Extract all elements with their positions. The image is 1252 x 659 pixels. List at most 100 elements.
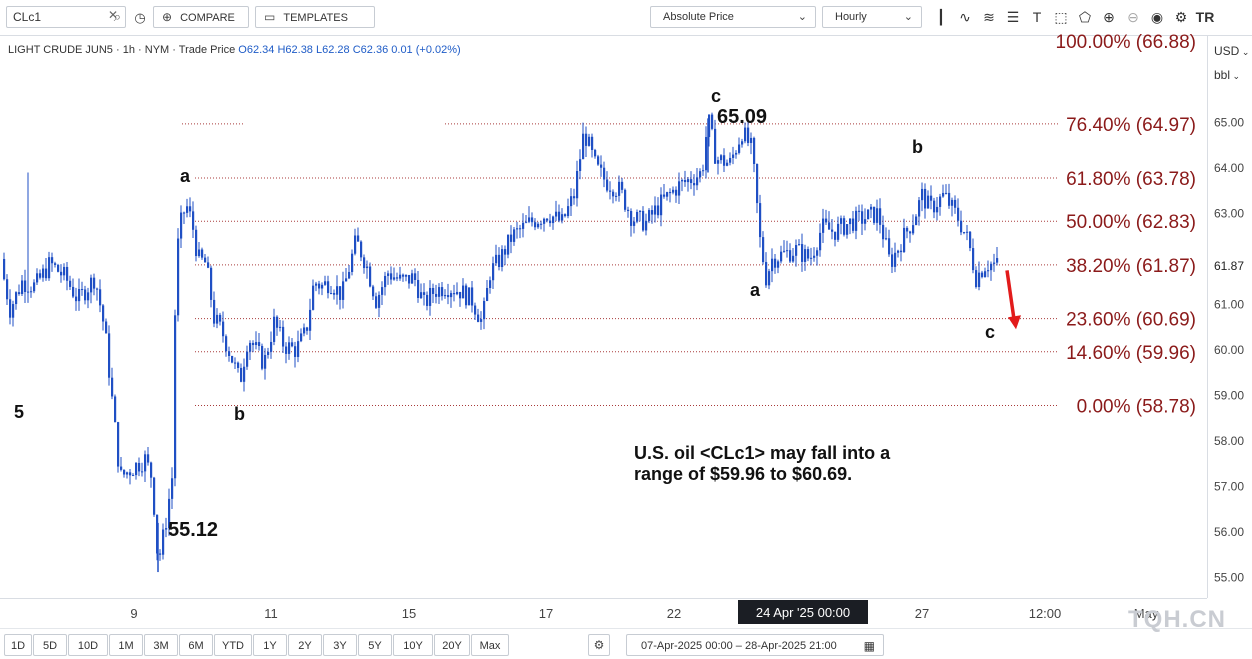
zoom-out-icon[interactable]: ⊖ — [1127, 9, 1139, 25]
currency-select[interactable]: USD ⌄ — [1214, 44, 1250, 58]
candle-body — [585, 133, 588, 146]
candle-body — [444, 295, 447, 297]
time-tick-label: 22 — [667, 606, 681, 621]
range-button-1d[interactable]: 1D — [4, 634, 32, 656]
candle-body — [570, 196, 573, 207]
price-tick-label: 59.00 — [1214, 388, 1244, 402]
range-button-5y[interactable]: 5Y — [358, 634, 392, 656]
wave-icon[interactable]: ≋ — [983, 9, 995, 25]
range-settings-icon[interactable]: ⚙ — [588, 634, 610, 656]
wave-label: 5 — [14, 402, 24, 422]
last-price-text: 61.87 — [1214, 259, 1244, 273]
wave-label: b — [234, 404, 245, 424]
compare-button[interactable]: ⊕ COMPARE — [153, 6, 249, 28]
candle-body — [504, 249, 507, 255]
candle-body — [9, 299, 12, 318]
candle-body — [123, 469, 126, 475]
candle-body — [819, 232, 822, 251]
candle-body — [516, 228, 519, 230]
range-button-3m[interactable]: 3M — [144, 634, 178, 656]
candle-body — [300, 333, 303, 342]
candle-body — [477, 314, 480, 322]
price-axis[interactable] — [1207, 36, 1252, 598]
eye-icon[interactable]: ◉ — [1150, 9, 1164, 25]
price-chart[interactable]: 100.00% (66.88) 76.40% (64.97) 61.80% (63.… — [0, 0, 1252, 628]
candle-body — [462, 285, 465, 299]
candle-body — [954, 199, 957, 208]
candle-body — [603, 167, 606, 180]
candle-body — [48, 257, 51, 279]
range-button-20y[interactable]: 20Y — [434, 634, 470, 656]
polygon-icon[interactable]: ⬠ — [1078, 9, 1092, 25]
candle-body — [408, 274, 411, 284]
candle-body — [60, 271, 63, 276]
chevron-down-icon: ⌄ — [903, 11, 913, 23]
candle-body — [126, 472, 129, 475]
candle-body — [588, 136, 591, 146]
shape-icon[interactable]: ⬚ — [1054, 9, 1068, 25]
candle-body — [294, 346, 297, 357]
range-button-1m[interactable]: 1M — [109, 634, 143, 656]
forecast-arrow — [1005, 270, 1021, 330]
candle-body — [684, 179, 687, 183]
candle-body — [693, 183, 696, 186]
candle-body — [252, 342, 255, 346]
range-button-10d[interactable]: 10D — [68, 634, 108, 656]
candle-body — [543, 218, 546, 224]
instrument-header: LIGHT CRUDE JUN5 · 1h · NYM · Trade Pric… — [8, 44, 461, 56]
candle-body — [84, 289, 87, 301]
close-value: C62.36 — [352, 44, 389, 56]
candle-body — [261, 345, 264, 369]
candle-body — [648, 210, 651, 221]
range-button-10y[interactable]: 10Y — [393, 634, 433, 656]
candle-body — [789, 250, 792, 262]
candle-body — [792, 255, 795, 262]
candle-body — [219, 314, 222, 322]
candle-body — [780, 251, 783, 262]
candle-body — [801, 244, 804, 262]
candle-body — [942, 192, 945, 197]
settings-icon[interactable]: ⚙ — [1174, 9, 1188, 25]
candle-body — [447, 295, 450, 298]
time-axis[interactable] — [0, 598, 1207, 629]
range-button-3y[interactable]: 3Y — [323, 634, 357, 656]
candle-body — [606, 179, 609, 191]
candle-body — [165, 528, 168, 530]
search-icon[interactable]: ⌕ — [113, 9, 121, 24]
studies-icon[interactable]: ∿ — [959, 9, 971, 25]
unit-select[interactable]: bbl ⌄ — [1214, 68, 1241, 82]
price-type-select[interactable]: Absolute Price ⌄ — [650, 6, 816, 28]
candle-body — [894, 252, 897, 267]
zoom-in-icon[interactable]: ⊕ — [1103, 9, 1115, 25]
range-button-5d[interactable]: 5D — [33, 634, 67, 656]
candle-body — [573, 196, 576, 199]
templates-button[interactable]: ▭ TEMPLATES — [255, 6, 375, 28]
candle-body — [264, 354, 267, 369]
range-button-ytd[interactable]: YTD — [214, 634, 252, 656]
fib-icon[interactable]: ☰ — [1006, 9, 1020, 25]
text-icon[interactable]: T — [1032, 9, 1042, 25]
calendar-icon: ▦ — [863, 639, 875, 653]
candle-body — [111, 377, 114, 397]
candlestick-icon[interactable]: ┃ — [936, 9, 946, 25]
date-range-picker[interactable]: 07-Apr-2025 00:00 – 28-Apr-2025 21:00 ▦ — [626, 634, 884, 656]
candle-body — [957, 207, 960, 221]
symbol-input[interactable]: CLc1 ⌕ — [6, 6, 126, 28]
fibonacci-retracement[interactable]: 100.00% (66.88) 76.40% (64.97) 61.80% (63.… — [182, 32, 1196, 418]
range-button-6m[interactable]: 6M — [179, 634, 213, 656]
interval-select[interactable]: Hourly ⌄ — [822, 6, 922, 28]
candle-body — [471, 287, 474, 306]
time-tick-label: 9 — [130, 606, 137, 621]
candle-body — [210, 267, 213, 300]
candle-body — [327, 281, 330, 294]
candle-body — [45, 268, 48, 279]
candle-body — [987, 270, 990, 272]
candle-body — [735, 152, 738, 155]
range-button-max[interactable]: Max — [471, 634, 509, 656]
range-button-2y[interactable]: 2Y — [288, 634, 322, 656]
clear-icon[interactable]: ✕ — [108, 8, 119, 22]
range-button-1y[interactable]: 1Y — [253, 634, 287, 656]
low-value: L62.28 — [316, 44, 350, 56]
clock-icon[interactable]: ◷ — [134, 10, 146, 25]
candle-body — [858, 210, 861, 212]
